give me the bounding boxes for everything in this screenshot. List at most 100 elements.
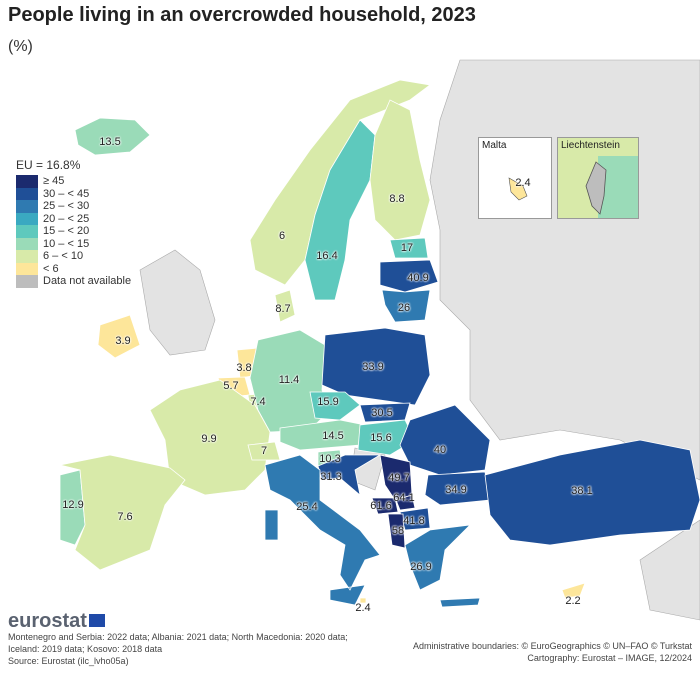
value-label-xk: 64.1 [393,492,415,504]
note-2: Iceland: 2019 data; Kosovo: 2018 data [8,644,163,654]
value-label-lt: 26 [397,302,411,314]
country-de [249,329,331,433]
eu-average: EU = 16.8% [16,158,81,172]
value-label-at: 14.5 [322,430,344,442]
value-label-dk: 8.7 [275,303,291,315]
legend: EU = 16.8% ≥ 45 30 – < 45 25 – < 30 20 – < … [16,158,131,288]
value-label-ie: 3.9 [115,335,131,347]
legend-label: < 6 [43,262,59,275]
country-hr [317,454,382,497]
value-label-lu: 7.4 [250,396,266,408]
footer: eurostat Montenegro and Serbia: 2022 dat… [8,609,692,667]
note-1: Montenegro and Serbia: 2022 data; Albani… [8,632,348,642]
country-al [387,513,406,549]
value-label-de: 11.4 [278,374,300,386]
credit-cartography: Cartography: Eurostat – IMAGE, 12/2024 [527,653,692,663]
value-label-pt: 12.9 [62,499,84,511]
legend-swatch [16,225,38,238]
country-el [404,524,481,608]
value-label-si: 10.3 [319,453,341,465]
value-label-fr: 9.9 [201,433,217,445]
inset-liechtenstein: Liechtenstein [557,137,639,219]
legend-label: Data not available [43,275,132,288]
value-label-ro: 40 [433,444,447,456]
value-label-me: 61.6 [370,500,392,512]
legend-label: 10 – < 15 [43,237,90,250]
legend-swatch [16,262,38,275]
legend-label: ≥ 45 [43,175,65,188]
country-lt [381,289,431,323]
value-label-es: 7.6 [117,511,133,523]
country-mt [359,597,367,604]
source: Source: Eurostat (ilc_lvho05a) [8,656,129,666]
legend-label: 30 – < 45 [43,187,90,200]
value-label-fi: 8.8 [389,193,405,205]
country-ro [399,404,491,476]
legend-label: 15 – < 20 [43,225,90,238]
legend-item: 15 – < 20 [16,225,131,238]
country-lv [379,259,439,293]
legend-label: 25 – < 30 [43,200,90,213]
value-label-hu: 15.6 [370,432,392,444]
country-pl [321,327,431,406]
liechtenstein-shape [585,161,607,215]
credit-boundaries: Administrative boundaries: © EuroGeograp… [412,641,692,651]
eu-flag-icon [88,614,105,627]
legend-item: 30 – < 45 [16,187,131,200]
value-label-no: 6 [278,230,286,242]
legend-item: 20 – < 25 [16,212,131,225]
legend-item: 10 – < 15 [16,237,131,250]
value-label-cy: 2.2 [565,595,581,607]
legend-label: 6 – < 10 [43,250,84,263]
country-fr [149,379,271,496]
value-label-hr: 31.3 [320,471,342,483]
value-label-mt: 2.4 [355,602,371,614]
uk [139,249,216,356]
legend-swatch [16,275,38,288]
country-tr [484,439,700,546]
inset-malta: Malta 2.4 [478,137,552,219]
value-label-it: 25.4 [296,501,318,513]
country-dk [274,289,296,323]
value-label-sk: 30.5 [371,407,393,419]
country-it [264,454,381,606]
country-cz [309,391,361,421]
country-ch [247,441,281,461]
country-es [59,454,186,571]
legend-item: 25 – < 30 [16,200,131,213]
legend-label: 20 – < 25 [43,212,90,225]
malta-shape [508,177,528,201]
country-is [74,117,151,156]
value-label-pl: 33.9 [362,361,384,373]
country-fi [369,99,431,241]
logo-text: eurostat [8,609,87,632]
value-label-al: 58 [391,525,405,537]
legend-swatch [16,175,38,188]
value-label-bg: 34.9 [445,484,467,496]
legend-swatch [16,187,38,200]
legend-swatch [16,250,38,263]
value-label-lv: 40.9 [407,272,429,284]
country-cy [561,582,586,599]
value-label-mk: 41.8 [403,515,425,527]
country-pt [59,469,86,546]
value-label-nl: 3.8 [236,362,252,374]
country-me [371,497,399,515]
value-label-ee: 17 [400,242,414,254]
legend-item: 6 – < 10 [16,250,131,263]
country-xk [395,494,416,511]
value-label-is: 13.5 [99,136,121,148]
eurostat-logo: eurostat [8,609,692,632]
value-label-be: 5.7 [223,380,239,392]
inset-title: Malta [482,140,507,151]
legend-item: < 6 [16,262,131,275]
country-ie [97,314,141,359]
value-label-se: 16.4 [316,250,338,262]
legend-item: ≥ 45 [16,175,131,188]
inset-title: Liechtenstein [561,140,620,151]
value-label-tr: 38.1 [571,485,593,497]
value-label-rs: 49.7 [388,472,410,484]
label-malta: 2.4 [515,177,531,189]
